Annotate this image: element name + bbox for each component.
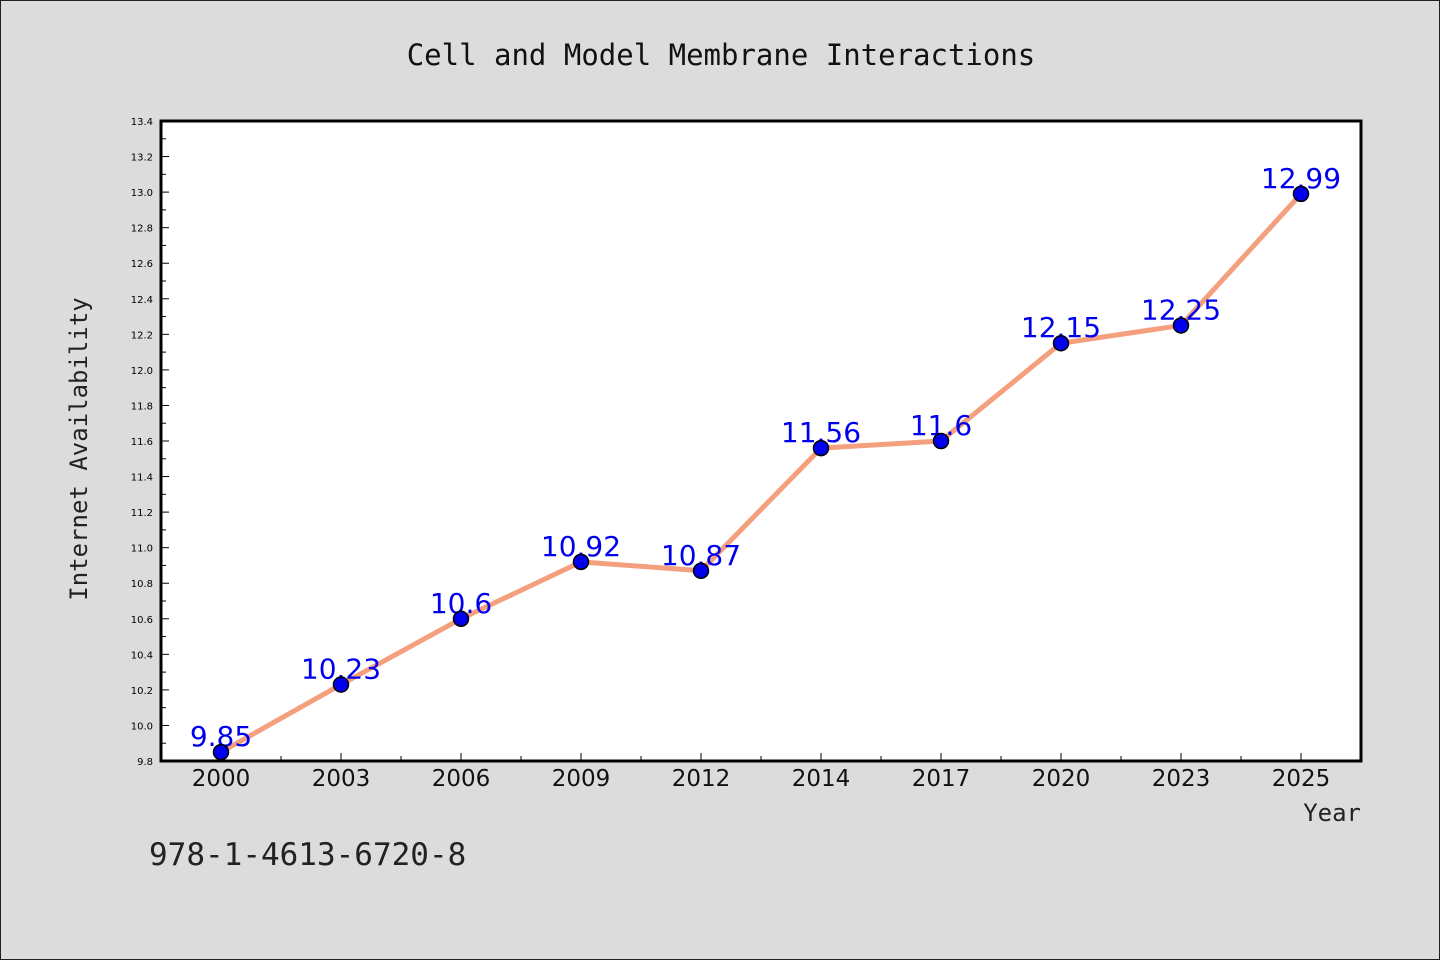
x-tick-label: 2017 xyxy=(912,766,971,792)
y-tick-label: 10.2 xyxy=(131,686,153,697)
data-point xyxy=(932,432,950,450)
y-tick-label: 9.8 xyxy=(137,757,153,768)
x-axis: 2000 2003 2006 2009 2012 2014 2017 2020 2023 2025 xyxy=(192,753,1331,792)
y-tick-label: 13.0 xyxy=(131,188,153,199)
x-tick-label: 2006 xyxy=(432,766,491,792)
y-tick-label: 12.6 xyxy=(131,259,153,270)
y-tick-label: 10.6 xyxy=(131,615,153,626)
y-tick-label: 13.2 xyxy=(131,153,153,164)
x-tick-label: 2023 xyxy=(1152,766,1211,792)
plot-area xyxy=(161,121,1361,761)
x-axis-label: Year xyxy=(1303,799,1361,827)
x-tick-label: 2014 xyxy=(792,766,851,792)
y-tick-label: 11.4 xyxy=(131,473,153,484)
data-point xyxy=(332,676,350,693)
data-point xyxy=(692,562,710,580)
y-tick-label: 11.0 xyxy=(131,544,153,555)
plot-frame xyxy=(159,119,1363,763)
y-tick-label: 11.2 xyxy=(131,508,153,519)
y-tick-label: 12.0 xyxy=(131,366,153,377)
series-line xyxy=(219,192,1303,755)
y-tick-label: 10.0 xyxy=(131,721,153,732)
x-tick-label: 2009 xyxy=(552,766,611,792)
data-point xyxy=(812,439,830,457)
x-tick-label: 2020 xyxy=(1032,766,1091,792)
y-tick-label: 13.4 xyxy=(131,117,153,128)
x-tick-label: 2000 xyxy=(192,766,251,792)
x-tick-label: 2003 xyxy=(312,766,371,792)
y-tick-label: 10.8 xyxy=(131,579,153,590)
data-point xyxy=(1172,317,1190,334)
y-tick-label: 11.6 xyxy=(131,437,153,448)
y-tick-label: 10.4 xyxy=(131,650,153,661)
y-tick-label: 12.8 xyxy=(131,224,153,235)
data-point xyxy=(572,553,590,571)
y-tick-label: 12.4 xyxy=(131,295,153,306)
data-point xyxy=(1052,334,1070,352)
y-axis-label: Internet Availability xyxy=(65,297,93,600)
data-point xyxy=(452,610,470,628)
chart-title: Cell and Model Membrane Interactions xyxy=(407,38,1036,72)
data-point xyxy=(212,743,230,761)
isbn-text: 978-1-4613-6720-8 xyxy=(149,837,466,873)
y-tick-label: 12.2 xyxy=(131,330,153,341)
y-tick-label: 11.8 xyxy=(131,401,153,412)
x-tick-label: 2012 xyxy=(672,766,731,792)
data-point xyxy=(1292,185,1310,203)
x-tick-label: 2025 xyxy=(1272,766,1331,792)
